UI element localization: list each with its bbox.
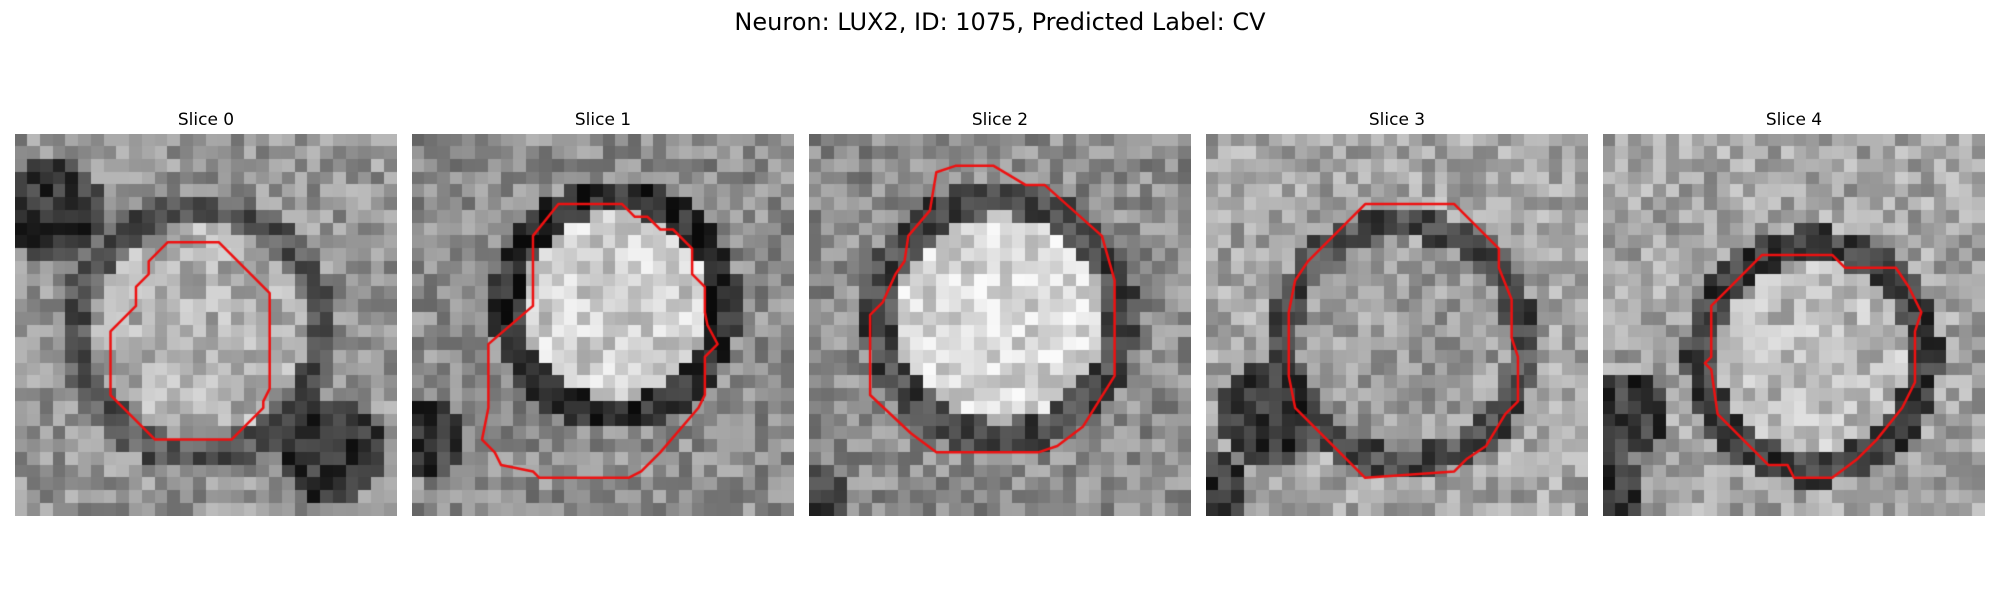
slice-image (1206, 134, 1588, 516)
slice-panel-1: Slice 1 (412, 108, 794, 516)
slice-panel-3: Slice 3 (1206, 108, 1588, 516)
slice-panel-2: Slice 2 (809, 108, 1191, 516)
grayscale-slice-with-contour (809, 134, 1191, 516)
figure-title: Neuron: LUX2, ID: 1075, Predicted Label:… (734, 8, 1266, 36)
slice-image (15, 134, 397, 516)
slice-image (809, 134, 1191, 516)
grayscale-slice-with-contour (1206, 134, 1588, 516)
slice-panel-0: Slice 0 (15, 108, 397, 516)
slice-title: Slice 2 (971, 110, 1029, 130)
grayscale-slice-with-contour (1603, 134, 1985, 516)
slice-image (1603, 134, 1985, 516)
grayscale-slice-with-contour (412, 134, 794, 516)
grayscale-slice-with-contour (15, 134, 397, 516)
slice-title: Slice 1 (574, 110, 632, 130)
slice-title: Slice 0 (177, 110, 235, 130)
slice-title: Slice 3 (1368, 110, 1426, 130)
slice-panel-4: Slice 4 (1603, 108, 1985, 516)
slice-image (412, 134, 794, 516)
slice-title: Slice 4 (1765, 110, 1823, 130)
